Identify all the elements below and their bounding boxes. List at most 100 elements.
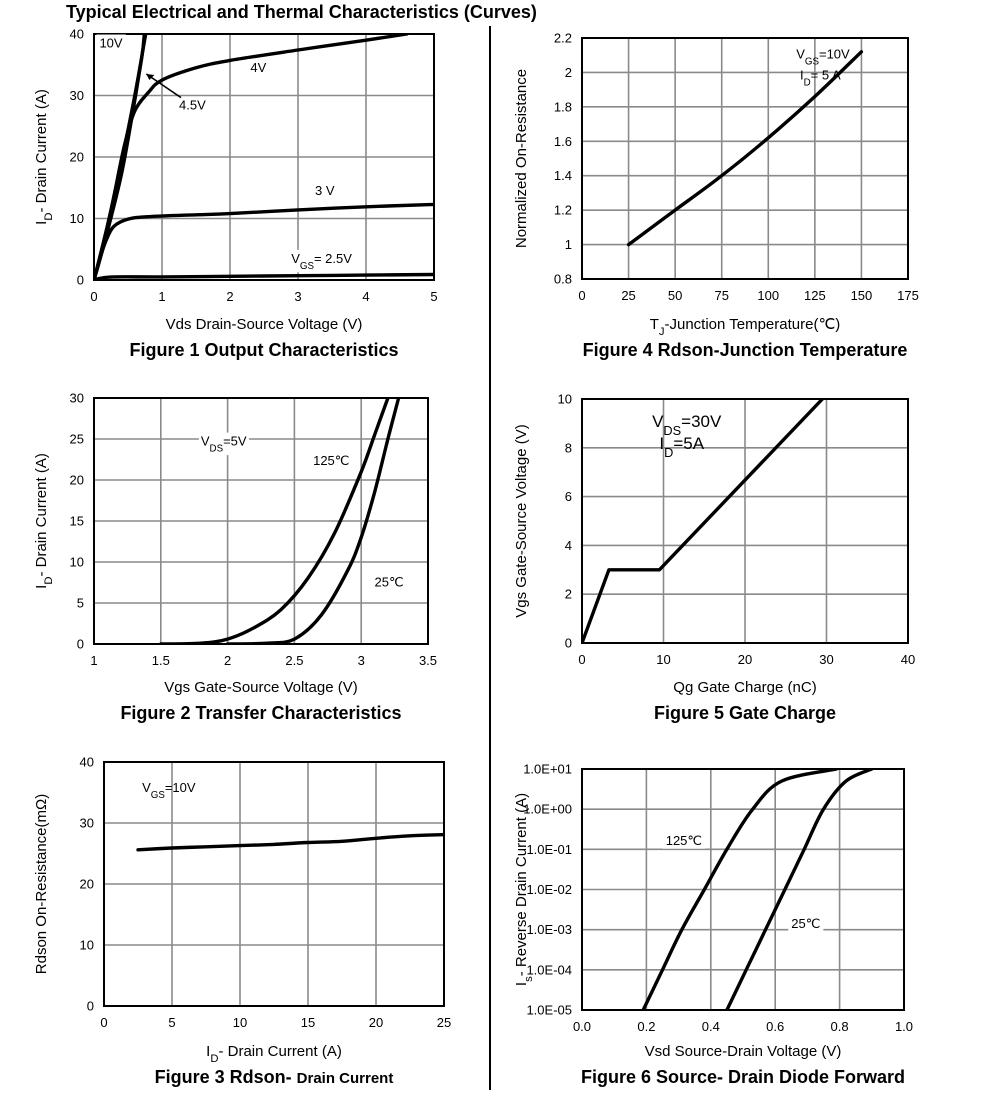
annotation-label: 125℃ (666, 833, 702, 848)
annotation-label: 25℃ (791, 916, 820, 931)
y-tick-label: 40 (80, 755, 94, 770)
x-tick-label: 5 (168, 1015, 175, 1030)
x-tick-label: 125 (804, 288, 826, 303)
x-tick-label: 0.6 (766, 1019, 784, 1034)
annotation-label: 4V (250, 60, 266, 75)
x-tick-label: 3 (294, 289, 301, 304)
y-tick-label: 1.0E+00 (523, 802, 572, 817)
annotation-label-part: V (796, 47, 805, 62)
figure-caption: Figure 1 Output Characteristics (129, 340, 398, 360)
annotation-label-part: V (291, 251, 300, 266)
annotation-label: 3 V (315, 183, 335, 198)
y-tick-label: 40 (70, 27, 84, 42)
x-tick-label: 3 (358, 653, 365, 668)
annotation-label-part: = 2.5V (314, 251, 352, 266)
annotation-label-part: =10V (819, 47, 850, 62)
y-tick-label: 0 (565, 636, 572, 651)
annotation-label: ID= 5 A (800, 67, 841, 88)
y-tick-label: 2.2 (554, 31, 572, 46)
chart-fig6: 0.0 0.2 0.4 0.6 0.8 1.0 1.0E-05 1.0E-04 1.0E-03 1… (513, 762, 913, 1088)
figure-caption: Figure 4 Rdson-Junction Temperature (583, 340, 908, 360)
annotation-label-sub: GS (805, 56, 820, 67)
x-tick-label: 20 (369, 1015, 383, 1030)
x-axis-label: Qg Gate Charge (nC) (673, 679, 816, 696)
x-tick-label: 15 (301, 1015, 315, 1030)
chart-fig3: 0 5 10 15 20 25 0 10 20 30 40 ID- Drain Current (A)… (33, 755, 451, 1088)
y-tick-label: 1.0E-04 (526, 962, 572, 977)
annotation-label: VGS=10V (796, 47, 850, 68)
y-axis-label: Vgs Gate-Source Voltage (V) (513, 424, 530, 617)
y-tick-label: 30 (70, 88, 84, 103)
annotation-label-part: =10V (165, 780, 196, 795)
y-axis-label: Rdson On-Resistance(mΩ) (33, 794, 50, 974)
y-tick-label: 10 (558, 392, 572, 407)
x-tick-label: 1 (158, 289, 165, 304)
x-axis-label-part: - Drain Current (A) (218, 1043, 341, 1060)
x-tick-label: 4 (362, 289, 369, 304)
x-axis-label: Vds Drain-Source Voltage (V) (166, 316, 363, 333)
y-tick-label: 1.2 (554, 203, 572, 218)
figure-caption: Figure 5 Gate Charge (654, 703, 836, 723)
annotation-label: 25℃ (375, 575, 404, 590)
y-tick-label: 1.8 (554, 99, 572, 114)
y-tick-label: 5 (77, 596, 84, 611)
x-tick-label: 3.5 (419, 653, 437, 668)
x-tick-label: 0.4 (702, 1019, 720, 1034)
x-tick-label: 0 (100, 1015, 107, 1030)
y-tick-label: 0 (77, 273, 84, 288)
x-axis-label-part: T (650, 316, 659, 333)
annotation-label-sub: D (804, 77, 811, 88)
x-tick-label: 20 (738, 652, 752, 667)
y-axis-label: Normalized On-Resistance (513, 69, 530, 248)
y-axis-label-part: - Drain Current (A) (33, 89, 50, 212)
y-tick-label: 2 (565, 65, 572, 80)
y-tick-label: 6 (565, 489, 572, 504)
y-tick-label: 20 (80, 877, 94, 892)
chart-fig1: 0 1 2 3 4 5 0 10 20 30 40 Vds Drain-Source Voltage … (33, 27, 438, 361)
x-axis-label-part: -Junction Temperature(℃) (664, 316, 840, 333)
y-tick-label: 1 (565, 237, 572, 252)
figure-caption-main: Figure 3 Rdson- (155, 1067, 297, 1087)
y-tick-label: 1.0E-02 (526, 882, 572, 897)
chart-fig2: 1 1.5 2 2.5 3 3.5 0 5 10 15 20 25 30 Vgs Gate-Source … (33, 391, 437, 724)
x-axis-label: Vsd Source-Drain Voltage (V) (645, 1043, 842, 1060)
x-tick-label: 2 (226, 289, 233, 304)
figure-caption: Figure 6 Source- Drain Diode Forward (581, 1067, 905, 1087)
y-tick-label: 2 (565, 587, 572, 602)
y-tick-label: 15 (70, 514, 84, 529)
x-tick-label: 2.5 (285, 653, 303, 668)
y-tick-label: 1.0E+01 (523, 762, 572, 777)
y-axis-label-sub: D (43, 577, 55, 585)
y-tick-label: 10 (70, 211, 84, 226)
x-tick-label: 0 (578, 288, 585, 303)
y-axis-label-part: - Drain Current (A) (33, 453, 50, 576)
figure-caption: Figure 2 Transfer Characteristics (120, 703, 401, 723)
x-tick-label: 2 (224, 653, 231, 668)
chart-fig5: 0 10 20 30 400246810Qg Gate Charge (nC)Vgs G… (513, 392, 915, 724)
y-tick-label: 1.0E-01 (526, 842, 572, 857)
figures-canvas: 0 1 2 3 4 5010203040Vds Drain-Source Voltage … (0, 0, 985, 1119)
x-tick-label: 0 (578, 652, 585, 667)
x-tick-label: 1 (90, 653, 97, 668)
y-tick-label: 30 (80, 816, 94, 831)
y-axis-label-sub: D (43, 213, 55, 221)
x-tick-label: 5 (430, 289, 437, 304)
y-tick-label: 4 (565, 538, 572, 553)
x-tick-label: 0 (90, 289, 97, 304)
x-tick-label: 1.0 (895, 1019, 913, 1034)
x-tick-label: 0.8 (831, 1019, 849, 1034)
annotation-label-part: =5V (223, 434, 247, 449)
y-tick-label: 1.6 (554, 134, 572, 149)
series-line-1 (138, 835, 444, 850)
x-tick-label: 150 (851, 288, 873, 303)
annotation-label: 10V (99, 36, 122, 51)
y-tick-label: 10 (70, 555, 84, 570)
x-axis-label: ID- Drain Current (A) (206, 1043, 342, 1065)
annotation-label-part: = 5 A (811, 67, 841, 82)
annotation-label: ID=5A (659, 434, 704, 460)
x-tick-label: 10 (233, 1015, 247, 1030)
x-tick-label: 50 (668, 288, 682, 303)
x-tick-label: 75 (714, 288, 728, 303)
y-tick-label: 0 (87, 999, 94, 1014)
chart-fig4: 0 25 50 75 100 125 150 175 0.8 1 1.2 1.4 1.6 1.8 2 2.2 T… (513, 31, 919, 361)
